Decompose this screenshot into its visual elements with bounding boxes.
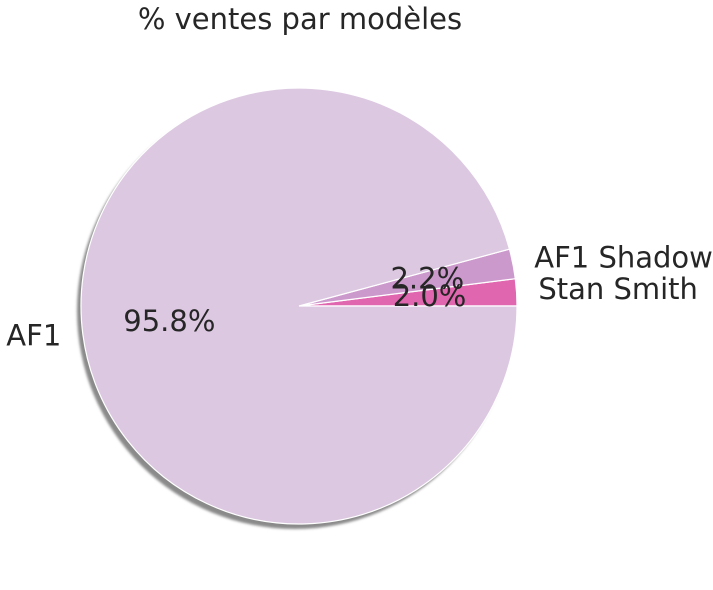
slice-label-af1-shadow: AF1 Shadow <box>534 241 713 275</box>
slice-label-af1: AF1 <box>6 319 61 353</box>
slice-percent-af1-shadow: 2.2% <box>390 262 464 296</box>
chart-title: % ventes par modèles <box>137 2 463 36</box>
slice-label-stan-smith: Stan Smith <box>538 272 698 306</box>
slice-percent-stan-smith: 2.0% <box>393 279 467 313</box>
slice-percent-af1: 95.8% <box>123 304 215 338</box>
pie-slice-af1 <box>80 87 518 525</box>
